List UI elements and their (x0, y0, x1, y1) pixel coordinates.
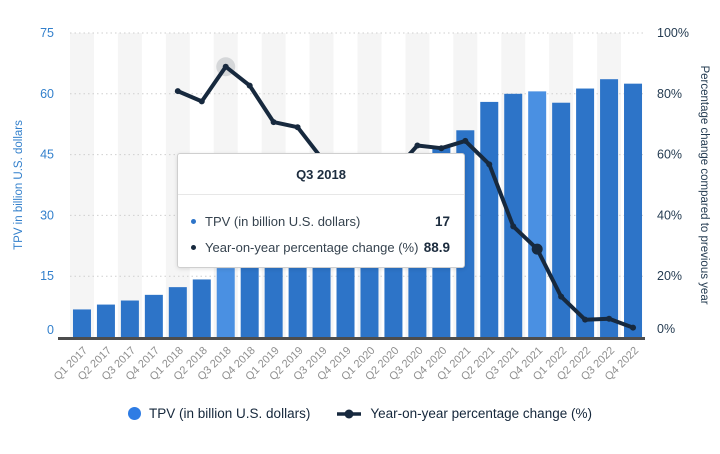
y-left-tick-label: 30 (40, 208, 54, 222)
y-right-tick-label: 80% (657, 87, 682, 101)
y-left-tick-label: 15 (40, 269, 54, 283)
y-left-tick-label: 45 (40, 148, 54, 162)
tooltip-yoy-value: 88.9 (423, 240, 450, 255)
tpv-bar-q3-2021[interactable] (504, 93, 523, 337)
tpv-bar-q2-2021[interactable] (480, 101, 499, 337)
tpv-bar-q1-2022[interactable] (552, 102, 571, 337)
yoy-line-point-q3-2018[interactable] (222, 63, 229, 70)
y-right-tick-label: 20% (657, 269, 682, 283)
tpv-bar-q3-2022[interactable] (600, 79, 619, 337)
tpv-series-icon (128, 407, 142, 420)
yoy-line-point-q2-2021[interactable] (486, 161, 493, 168)
tpv-bar-q2-2022[interactable] (576, 88, 595, 337)
y-right-tick-label: 0% (657, 322, 675, 336)
yoy-line-point-q2-2018[interactable] (198, 98, 205, 105)
y-left-axis-title: TPV in billion U.S. dollars (13, 120, 25, 250)
yoy-line-point-q4-2022[interactable] (630, 324, 637, 331)
tooltip-row-yoy: Year-on-year percentage change (%) 88.9 (191, 240, 450, 255)
tpv-bar-q4-2021[interactable] (528, 91, 547, 337)
tpv-bar-q3-2018[interactable] (216, 268, 235, 337)
yoy-line-point-q3-2022[interactable] (606, 315, 613, 322)
yoy-line-point-q3-2021[interactable] (510, 223, 517, 230)
tpv-bar-q1-2018[interactable] (168, 287, 187, 337)
tooltip-divider (178, 194, 464, 195)
chart-legend: TPV (in billion U.S. dollars) Year-on-ye… (0, 406, 720, 421)
y-right-tick-label: 40% (657, 208, 682, 222)
tpv-bar-q1-2017[interactable] (72, 309, 91, 337)
tpv-bar-q2-2018[interactable] (192, 279, 211, 337)
tooltip-rows: TPV (in billion U.S. dollars) 17 Year-on… (178, 195, 464, 267)
tpv-bullet-icon (191, 219, 196, 224)
tpv-bar-q4-2017[interactable] (144, 294, 163, 337)
y-right-tick-label: 100% (657, 26, 689, 40)
yoy-line-point-q1-2019[interactable] (270, 119, 277, 126)
tpv-bar-q4-2022[interactable] (624, 83, 643, 338)
y-right-tick-label: 60% (657, 148, 682, 162)
tooltip-row-tpv: TPV (in billion U.S. dollars) 17 (191, 214, 450, 229)
yoy-line-point-q2-2022[interactable] (582, 316, 589, 323)
y-left-tick-label: 0 (47, 323, 54, 337)
tooltip-tpv-label: TPV (in billion U.S. dollars) (205, 214, 361, 229)
plot-band (117, 33, 142, 337)
legend-tpv-label: TPV (in billion U.S. dollars) (149, 406, 311, 421)
yoy-line-point-q1-2018[interactable] (174, 88, 181, 95)
y-left-tick-label: 60 (40, 87, 54, 101)
y-left-tick-label: 75 (40, 26, 54, 40)
yoy-series-icon (337, 409, 362, 418)
tpv-bar-q2-2017[interactable] (96, 304, 115, 337)
tooltip-tpv-value: 17 (434, 214, 450, 229)
tooltip-title: Q3 2018 (296, 167, 346, 182)
yoy-line-point-q4-2018[interactable] (246, 82, 253, 89)
y-right-axis-title: Percentage change compared to previous y… (698, 65, 710, 304)
yoy-line-point-q2-2019[interactable] (294, 124, 301, 131)
legend-item-tpv[interactable]: TPV (in billion U.S. dollars) (128, 406, 310, 421)
plot-band (70, 33, 94, 337)
yoy-line-point-q1-2021[interactable] (462, 137, 469, 144)
yoy-line-point-q1-2022[interactable] (558, 293, 565, 300)
yoy-line-point-q3-2020[interactable] (414, 142, 421, 149)
tpv-bar-q4-2018[interactable] (240, 259, 259, 337)
yoy-bullet-icon (191, 245, 196, 250)
tpv-bar-q3-2017[interactable] (120, 300, 139, 337)
legend-item-yoy[interactable]: Year-on-year percentage change (%) (336, 406, 592, 421)
yoy-line-point-q4-2021[interactable] (531, 243, 543, 255)
chart-tooltip: Q3 2018 TPV (in billion U.S. dollars) 17… (177, 153, 465, 268)
tooltip-yoy-label: Year-on-year percentage change (%) (205, 240, 419, 255)
yoy-line-point-q4-2020[interactable] (438, 145, 445, 152)
legend-yoy-label: Year-on-year percentage change (%) (370, 406, 592, 421)
tpv-bar-q1-2019[interactable] (264, 251, 283, 337)
